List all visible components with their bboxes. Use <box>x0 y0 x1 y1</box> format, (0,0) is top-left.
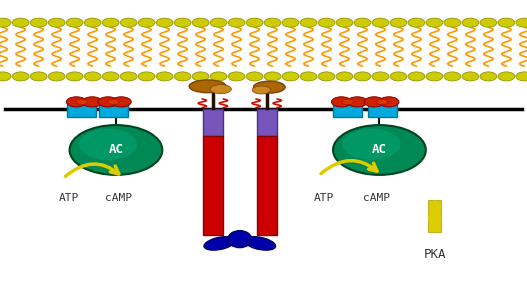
Circle shape <box>408 72 425 81</box>
Circle shape <box>336 18 353 27</box>
Ellipse shape <box>98 97 118 107</box>
Circle shape <box>120 18 137 27</box>
Circle shape <box>318 18 335 27</box>
Circle shape <box>516 72 527 81</box>
Circle shape <box>246 18 263 27</box>
Bar <box>368 101 397 117</box>
Circle shape <box>480 18 497 27</box>
Circle shape <box>120 72 137 81</box>
Circle shape <box>79 129 137 160</box>
Bar <box>257 136 277 235</box>
Circle shape <box>300 72 317 81</box>
Circle shape <box>138 72 155 81</box>
Circle shape <box>192 18 209 27</box>
Bar <box>203 109 223 136</box>
Circle shape <box>354 18 371 27</box>
Circle shape <box>498 72 515 81</box>
Ellipse shape <box>376 99 388 105</box>
Ellipse shape <box>347 97 367 107</box>
Circle shape <box>343 129 401 160</box>
Circle shape <box>0 72 11 81</box>
Circle shape <box>336 72 353 81</box>
Circle shape <box>264 72 281 81</box>
Circle shape <box>300 18 317 27</box>
Circle shape <box>516 18 527 27</box>
Circle shape <box>390 72 407 81</box>
Bar <box>67 101 96 117</box>
Circle shape <box>462 72 479 81</box>
Bar <box>99 101 128 117</box>
Text: AC: AC <box>109 143 123 156</box>
Circle shape <box>282 72 299 81</box>
Circle shape <box>66 18 83 27</box>
Circle shape <box>333 125 426 175</box>
Circle shape <box>246 72 263 81</box>
Circle shape <box>372 18 389 27</box>
Circle shape <box>30 18 47 27</box>
Text: cAMP: cAMP <box>105 193 132 203</box>
Circle shape <box>426 72 443 81</box>
Circle shape <box>228 72 245 81</box>
Circle shape <box>462 18 479 27</box>
Ellipse shape <box>108 99 119 105</box>
Circle shape <box>84 18 101 27</box>
Ellipse shape <box>379 97 399 107</box>
Circle shape <box>426 18 443 27</box>
Ellipse shape <box>244 237 276 250</box>
Text: ATP: ATP <box>58 193 79 203</box>
Circle shape <box>12 72 29 81</box>
Ellipse shape <box>253 81 285 93</box>
Text: ATP: ATP <box>314 193 334 203</box>
Circle shape <box>390 18 407 27</box>
Circle shape <box>282 18 299 27</box>
Circle shape <box>210 18 227 27</box>
Bar <box>203 136 223 235</box>
Circle shape <box>372 72 389 81</box>
Circle shape <box>84 72 101 81</box>
Circle shape <box>192 72 209 81</box>
Circle shape <box>102 72 119 81</box>
Ellipse shape <box>76 99 87 105</box>
Circle shape <box>498 18 515 27</box>
Circle shape <box>0 18 11 27</box>
Ellipse shape <box>204 237 236 250</box>
Circle shape <box>444 18 461 27</box>
Circle shape <box>318 72 335 81</box>
Circle shape <box>156 72 173 81</box>
Ellipse shape <box>82 97 102 107</box>
Circle shape <box>30 72 47 81</box>
Text: AC: AC <box>372 143 387 156</box>
Circle shape <box>264 18 281 27</box>
Circle shape <box>48 18 65 27</box>
Ellipse shape <box>331 97 352 107</box>
Ellipse shape <box>210 85 231 94</box>
Text: cAMP: cAMP <box>363 193 391 203</box>
Ellipse shape <box>252 86 271 94</box>
Ellipse shape <box>66 97 86 107</box>
Ellipse shape <box>189 80 226 93</box>
Circle shape <box>174 72 191 81</box>
Circle shape <box>354 72 371 81</box>
Circle shape <box>70 125 162 175</box>
Circle shape <box>66 72 83 81</box>
Circle shape <box>138 18 155 27</box>
Circle shape <box>210 72 227 81</box>
Circle shape <box>12 18 29 27</box>
Bar <box>257 109 277 136</box>
Circle shape <box>444 72 461 81</box>
Circle shape <box>156 18 173 27</box>
Ellipse shape <box>111 97 131 107</box>
Circle shape <box>48 72 65 81</box>
Bar <box>428 200 441 232</box>
Circle shape <box>408 18 425 27</box>
Circle shape <box>480 72 497 81</box>
Text: PKA: PKA <box>424 248 446 261</box>
Circle shape <box>228 18 245 27</box>
Ellipse shape <box>228 231 252 248</box>
Bar <box>334 101 363 117</box>
Circle shape <box>102 18 119 27</box>
Ellipse shape <box>364 97 384 107</box>
Ellipse shape <box>342 99 354 105</box>
Circle shape <box>174 18 191 27</box>
